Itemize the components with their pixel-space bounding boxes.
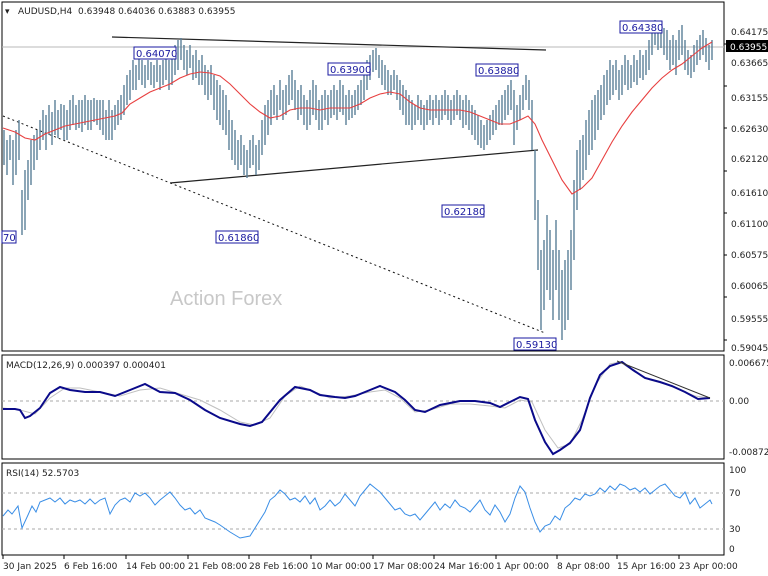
time-axis[interactable]: 30 Jan 2025 6 Feb 16:00 14 Feb 00:00 21 … [2,555,738,572]
svg-text:8 Apr 08:00: 8 Apr 08:00 [557,562,610,572]
svg-text:0.61100: 0.61100 [731,220,768,230]
svg-text:0.62120: 0.62120 [731,155,768,165]
collapse-triangle-icon[interactable]: ▾ [5,7,10,17]
svg-text:-0.008724: -0.008724 [729,448,768,458]
svg-text:1 Apr 00:00: 1 Apr 00:00 [496,562,549,572]
svg-text:28 Feb 16:00: 28 Feb 16:00 [249,562,308,572]
upper-trendline [111,36,547,51]
rsi-label: RSI(14) 52.5703 [6,469,79,479]
label-low-59130: 0.59130 [513,337,557,351]
price-bars [3,20,713,340]
label-low-62180: 0.62180 [441,204,485,218]
svg-text:0.60575: 0.60575 [731,251,768,261]
label-high-63880: 0.63880 [475,63,519,77]
svg-text:70: 70 [729,489,741,499]
current-price-tag [726,40,768,52]
svg-text:0.63665: 0.63665 [731,59,768,69]
svg-text:24 Mar 16:00: 24 Mar 16:00 [434,562,494,572]
macd-label: MACD(12,26,9) 0.000397 0.000401 [6,361,166,371]
lower-trendline [169,149,539,184]
symbol-label: AUDUSD,H4 [18,7,73,17]
label-high-63900: 0.63900 [327,62,371,76]
rsi-line [2,483,713,539]
svg-text:70: 70 [3,233,16,244]
watermark: Action Forex [170,288,282,310]
svg-text:0.59045: 0.59045 [731,344,768,354]
svg-text:6 Feb 16:00: 6 Feb 16:00 [64,562,118,572]
svg-text:0.64175: 0.64175 [731,28,768,38]
price-annotations: 0.64070 0.63900 0.63880 0.64380 0.61860 … [1,20,663,351]
svg-text:100: 100 [729,466,746,476]
svg-text:0.63155: 0.63155 [731,94,768,104]
svg-text:30: 30 [729,525,741,535]
svg-text:0.62180: 0.62180 [444,207,485,218]
ema-line [2,41,713,195]
macd-panel: MACD(12,26,9) 0.000397 0.000401 [1,354,725,460]
price-axis[interactable]: 0.64175 0.63665 0.63155 0.62630 0.62120 … [724,28,768,354]
svg-text:0.63880: 0.63880 [478,66,519,77]
macd-axis: 0.006675 0.00 -0.008724 [729,359,768,458]
label-low-61860: 0.61860 [215,230,259,244]
rsi-panel: RSI(14) 52.5703 [1,462,725,556]
label-low-70: 70 [1,230,17,244]
svg-text:23 Apr 00:00: 23 Apr 00:00 [679,562,738,572]
dotted-trendline [2,115,546,334]
svg-text:0.61860: 0.61860 [218,233,259,244]
svg-text:14 Feb 00:00: 14 Feb 00:00 [126,562,185,572]
svg-text:0.60065: 0.60065 [731,282,768,292]
svg-text:10 Mar 00:00: 10 Mar 00:00 [311,562,371,572]
svg-text:0: 0 [729,545,735,555]
macd-trendline [616,360,711,399]
svg-text:30 Jan 2025: 30 Jan 2025 [3,562,57,572]
svg-text:0.59130: 0.59130 [516,340,557,351]
svg-text:0.61610: 0.61610 [731,189,768,199]
svg-text:15 Apr 16:00: 15 Apr 16:00 [617,562,676,572]
ohlc-values: 0.63948 0.64036 0.63883 0.63955 [78,7,235,17]
current-price-value: 0.63955 [730,43,767,53]
svg-text:17 Mar 08:00: 17 Mar 08:00 [373,562,433,572]
svg-text:0.63900: 0.63900 [330,65,371,76]
svg-text:0.64070: 0.64070 [136,49,177,60]
label-high-64380: 0.64380 [619,20,663,34]
macd-line [3,360,711,456]
svg-text:0.006675: 0.006675 [729,359,768,369]
svg-text:0.62630: 0.62630 [731,125,768,135]
label-high-64070: 0.64070 [133,46,177,60]
svg-text:0.00: 0.00 [729,397,749,407]
svg-text:21 Feb 08:00: 21 Feb 08:00 [188,562,247,572]
svg-text:0.64380: 0.64380 [622,23,663,34]
svg-text:0.59555: 0.59555 [731,315,768,325]
rsi-axis: 100 70 30 0 [729,466,746,555]
price-panel: 0.64070 0.63900 0.63880 0.64380 0.61860 … [1,1,725,352]
